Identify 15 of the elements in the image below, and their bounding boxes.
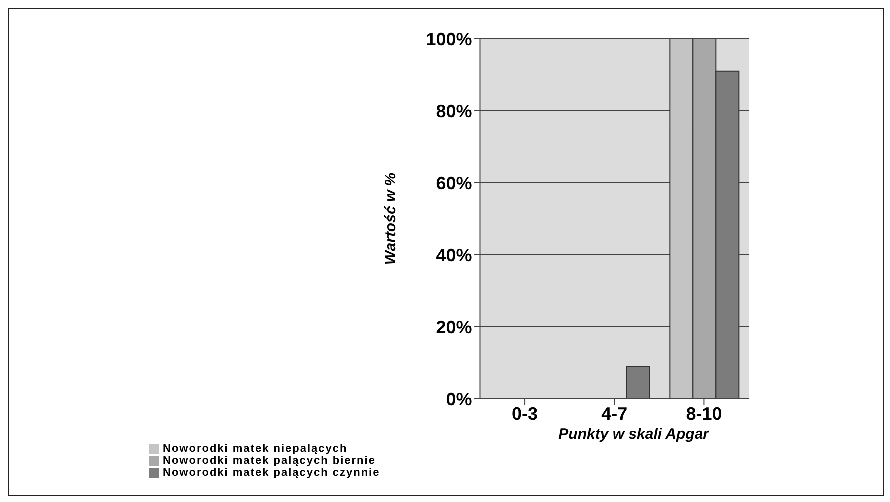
legend-label: Noworodki matek palących biernie — [163, 455, 376, 467]
y-tick-label: 80% — [436, 101, 472, 122]
x-tick-label: 4-7 — [602, 404, 628, 424]
y-tick-label: 60% — [436, 173, 472, 194]
y-axis-title: Wartość w % — [382, 172, 400, 266]
y-tick-label: 0% — [446, 389, 472, 410]
y-tick-label: 40% — [436, 245, 472, 266]
legend-label: Noworodki matek palących czynnie — [163, 467, 380, 479]
y-tick-label: 20% — [436, 317, 472, 338]
legend-label: Noworodki matek niepalących — [163, 443, 348, 455]
y-tick-label: 100% — [426, 29, 472, 50]
x-tick-label: 0-3 — [512, 404, 538, 424]
bar — [626, 366, 650, 399]
x-axis-title: Punkty w skali Apgar — [558, 426, 710, 443]
x-tick-label: 8-10 — [686, 404, 722, 424]
